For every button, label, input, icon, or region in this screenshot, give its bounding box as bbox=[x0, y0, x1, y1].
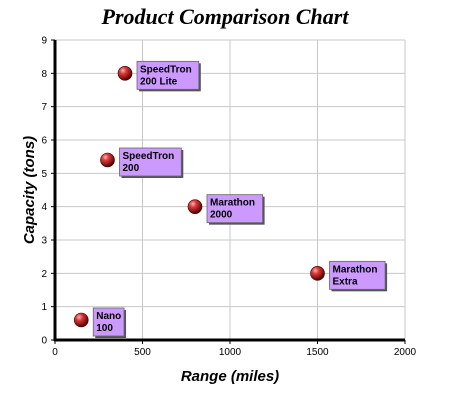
point-label-text-4-0: Marathon bbox=[333, 264, 378, 275]
x-tick-label-0: 0 bbox=[52, 347, 58, 358]
point-label-text-3-1: 2000 bbox=[210, 210, 233, 221]
x-tick-label-1: 500 bbox=[134, 347, 151, 358]
x-tick-label-2: 1000 bbox=[219, 347, 242, 358]
point-label-box-2 bbox=[136, 60, 200, 90]
grid bbox=[55, 39, 406, 340]
chart-title: Product Comparison Chart bbox=[101, 4, 350, 29]
point-label-text-0-0: Nano bbox=[96, 311, 121, 322]
point-label-text-2-0: SpeedTron bbox=[140, 64, 192, 75]
point-label-box-3 bbox=[206, 194, 263, 224]
y-tick-label-3: 3 bbox=[41, 236, 47, 247]
point-label-box-4 bbox=[329, 260, 386, 290]
y-tick-label-8: 8 bbox=[41, 69, 47, 80]
y-tick-label-1: 1 bbox=[41, 302, 47, 313]
x-tick-label-4: 2000 bbox=[394, 347, 417, 358]
y-axis-title: Capacity (tons) bbox=[21, 136, 38, 244]
point-marker-1 bbox=[100, 152, 115, 168]
point-label-text-0-1: 100 bbox=[96, 323, 113, 334]
point-label-text-4-1: Extra bbox=[333, 276, 358, 287]
point-marker-2 bbox=[117, 66, 133, 81]
y-tick-label-0: 0 bbox=[41, 336, 47, 347]
y-tick-label-7: 7 bbox=[41, 102, 47, 113]
point-marker-3 bbox=[187, 199, 203, 214]
y-tick-label-2: 2 bbox=[41, 269, 47, 280]
x-tick-label-3: 1500 bbox=[306, 347, 329, 358]
point-label-box-1 bbox=[119, 147, 182, 177]
point-marker-0 bbox=[73, 312, 89, 328]
point-label-text-1-0: SpeedTron bbox=[123, 151, 175, 162]
y-tick-label-5: 5 bbox=[41, 169, 47, 180]
y-tick-labels: 0 1 2 3 4 5 6 7 8 9 bbox=[41, 36, 55, 347]
x-axis-title: Range (miles) bbox=[181, 368, 279, 385]
y-tick-label-9: 9 bbox=[41, 36, 47, 47]
y-tick-label-4: 4 bbox=[41, 202, 47, 213]
x-tick-labels: 0 500 1000 1500 2000 bbox=[52, 340, 417, 358]
point-label-text-1-1: 200 bbox=[123, 163, 140, 174]
point-marker-4 bbox=[310, 266, 325, 281]
point-label-text-2-1: 200 Lite bbox=[140, 76, 178, 87]
y-tick-label-6: 6 bbox=[41, 136, 47, 147]
point-label-text-3-0: Marathon bbox=[210, 198, 255, 209]
point-label-box-0 bbox=[92, 307, 125, 337]
